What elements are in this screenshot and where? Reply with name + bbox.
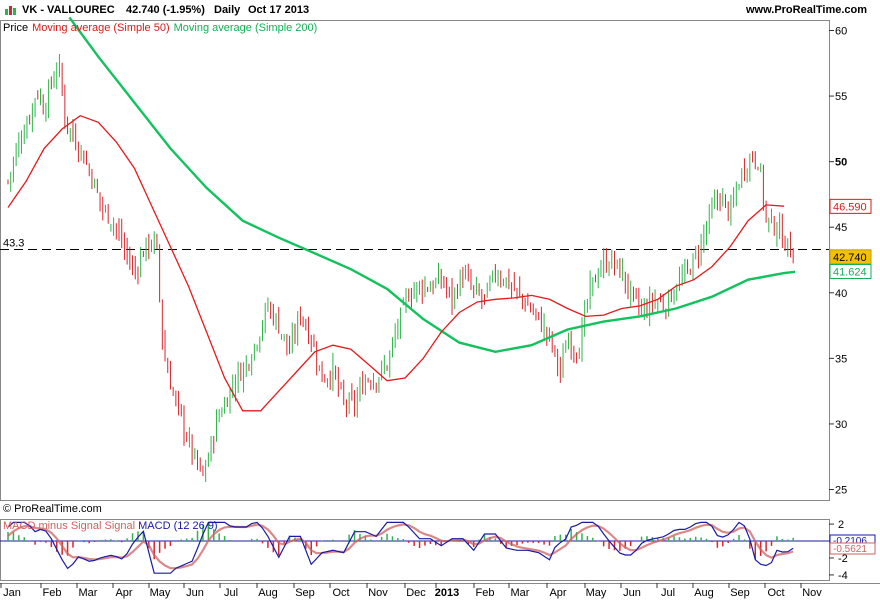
x-tick-label: Oct: [767, 587, 784, 599]
ma50-last-value: 46.590: [833, 201, 867, 213]
x-tick-label: Nov: [368, 587, 388, 599]
x-tick-label: Feb: [43, 587, 62, 599]
macd-value: -0.5621: [833, 544, 867, 555]
x-tick-label: Nov: [802, 587, 822, 599]
y-tick-label: 35: [835, 353, 847, 365]
x-tick-label: Oct: [332, 587, 349, 599]
x-tick-label: Mar: [511, 587, 530, 599]
y-tick-label: 60: [835, 25, 847, 37]
quote-value: 42.740 (-1.95%): [126, 4, 205, 16]
ma50-line: [7, 114, 785, 412]
macd-legend: MACD minus Signal Signal MACD (12 26 9): [3, 520, 218, 532]
y-tick-label: 55: [835, 91, 847, 103]
x-tick-label: Feb: [476, 587, 495, 599]
x-tick-label: Jun: [186, 587, 204, 599]
macd-value: -0.2106: [833, 536, 867, 547]
credit-label: © ProRealTime.com: [3, 503, 102, 515]
price-area: 43.3: [0, 16, 829, 482]
x-tick-label: Dec: [406, 587, 426, 599]
vk-logo-icon: [4, 4, 18, 19]
price-frame: [0, 20, 830, 501]
x-tick-label: Jul: [224, 587, 238, 599]
x-tick-label: Apr: [115, 587, 132, 599]
macd-hist-legend: MACD minus Signal Signal: [3, 520, 136, 532]
macd-tick-label: 2: [838, 519, 844, 531]
macd-tick-label: -4: [838, 570, 848, 582]
symbol-name: VK - VALLOUREC: [22, 4, 115, 16]
ma200-line: [68, 16, 796, 354]
reference-label: 43.3: [3, 238, 24, 250]
x-tick-label: Sep: [295, 587, 315, 599]
x-tick-label: Aug: [694, 587, 714, 599]
macd-line: [7, 521, 794, 574]
ma50-last-box: [829, 198, 872, 214]
y-tick-label: 30: [835, 419, 847, 431]
grid-layer: [0, 20, 880, 584]
x-tick-label: Apr: [549, 587, 566, 599]
ma200-last-box: [829, 263, 872, 279]
site-label: www.ProRealTime.com: [746, 4, 868, 16]
x-tick-label: Jun: [623, 587, 641, 599]
x-tick-label: Jul: [661, 587, 675, 599]
legend-price: Price: [3, 22, 29, 34]
x-tick-label: Aug: [258, 587, 278, 599]
macd-line-legend: MACD (12 26 9): [138, 520, 218, 532]
x-tick-label: Sep: [730, 587, 750, 599]
x-tick-label: May: [586, 587, 607, 599]
macd-panel: 20-2-4-0.2106-0.5621: [0, 519, 876, 582]
y-tick-label: 40: [835, 288, 847, 300]
x-tick-label: Mar: [79, 587, 98, 599]
period-label: Daily: [214, 4, 241, 16]
chart-header: VK - VALLOUREC 42.740 (-1.95%) Daily Oct…: [0, 0, 880, 20]
macd-value-box: [829, 542, 876, 555]
legend-ma200: Moving average (Simple 200): [173, 22, 318, 34]
chart-legend: Price Moving average (Simple 50) Moving av…: [3, 22, 321, 34]
last-price-box: [829, 249, 872, 265]
x-tick-label: May: [150, 587, 171, 599]
signal-line: [7, 523, 794, 570]
y-tick-label: 50: [835, 157, 847, 169]
legend-ma50: Moving average (Simple 50): [32, 22, 170, 34]
x-tick-label: 2013: [435, 587, 459, 599]
x-tick-label: Jan: [3, 587, 21, 599]
ma200-last-value: 41.624: [833, 266, 867, 278]
last-price-value: 42.740: [833, 252, 867, 264]
y-tick-label: 25: [835, 485, 847, 497]
macd-tick-label: -2: [838, 553, 848, 565]
date-label: Oct 17 2013: [248, 4, 310, 16]
y-tick-label: 45: [835, 222, 847, 234]
axes: 25 30 35 40 45 50 55 60 Jan Feb Mar Apr May Jun Jul Aug…: [0, 25, 872, 599]
